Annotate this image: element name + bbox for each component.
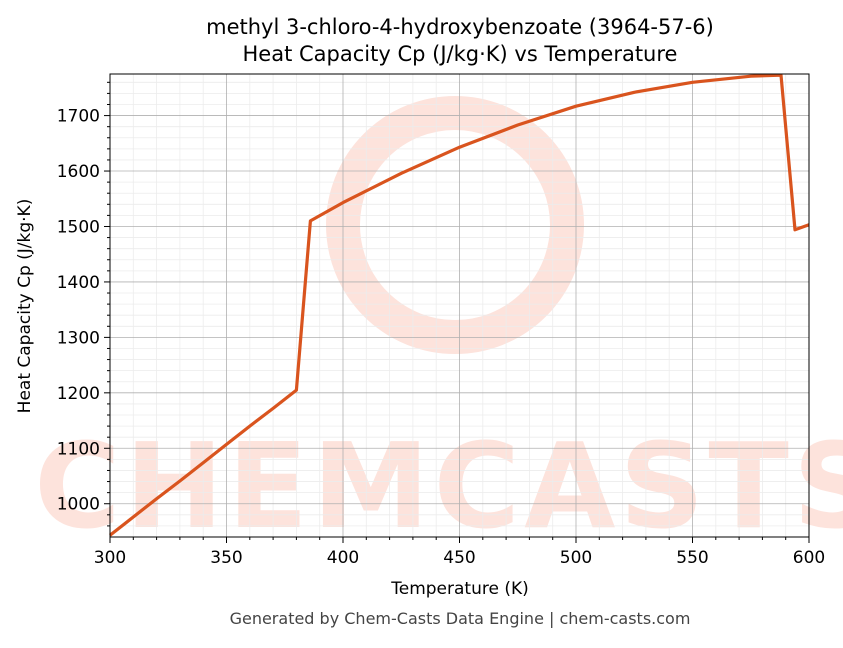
- series-layer: [109, 73, 810, 537]
- series-line: [109, 73, 810, 537]
- x-tick-label: 350: [210, 548, 242, 568]
- x-tick-label: 550: [676, 548, 708, 568]
- y-tick-label: 1200: [57, 384, 100, 404]
- tick-labels: 300 350 400 450 500 550 600 1000 1100 1200 1300 140…: [57, 107, 825, 568]
- watermark-ring: [326, 96, 584, 354]
- watermark: CHEMCASTS: [34, 96, 843, 555]
- x-tick-label: 600: [793, 548, 825, 568]
- y-tick-label: 1300: [57, 328, 100, 348]
- x-tick-label: 400: [327, 548, 359, 568]
- y-tick-label: 1500: [57, 217, 100, 237]
- footer-credit: Generated by Chem-Casts Data Engine | ch…: [230, 609, 691, 628]
- y-tick-label: 1700: [57, 107, 100, 127]
- x-tick-label: 500: [560, 548, 592, 568]
- y-tick-label: 1400: [57, 273, 100, 293]
- y-tick-label: 1600: [57, 162, 100, 182]
- x-tick-label: 450: [443, 548, 475, 568]
- chart-title-line1: methyl 3-chloro-4-hydroxybenzoate (3964-…: [206, 15, 714, 39]
- y-tick-label: 1000: [57, 495, 100, 515]
- watermark-text: CHEMCASTS: [34, 417, 843, 555]
- x-axis-label: Temperature (K): [390, 579, 529, 599]
- chart-title-line2: Heat Capacity Cp (J/kg·K) vs Temperature: [243, 42, 678, 66]
- x-tick-label: 300: [94, 548, 126, 568]
- major-grid: [109, 74, 810, 537]
- y-axis-label: Heat Capacity Cp (J/kg·K): [15, 199, 35, 414]
- y-tick-label: 1100: [57, 439, 100, 459]
- ticks: [104, 81, 810, 543]
